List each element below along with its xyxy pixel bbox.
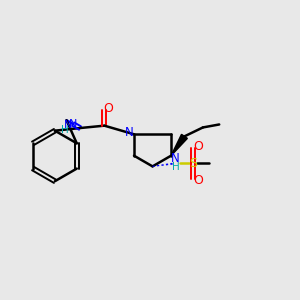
Text: O: O: [193, 174, 203, 187]
Text: O: O: [103, 102, 113, 115]
Text: N: N: [64, 120, 72, 130]
Polygon shape: [171, 134, 188, 156]
Text: N: N: [170, 152, 179, 165]
Text: H: H: [172, 162, 179, 172]
Text: N: N: [69, 119, 77, 129]
Text: S: S: [189, 157, 197, 170]
Text: O: O: [193, 140, 203, 153]
Text: H: H: [61, 125, 69, 135]
Text: N: N: [125, 126, 134, 139]
